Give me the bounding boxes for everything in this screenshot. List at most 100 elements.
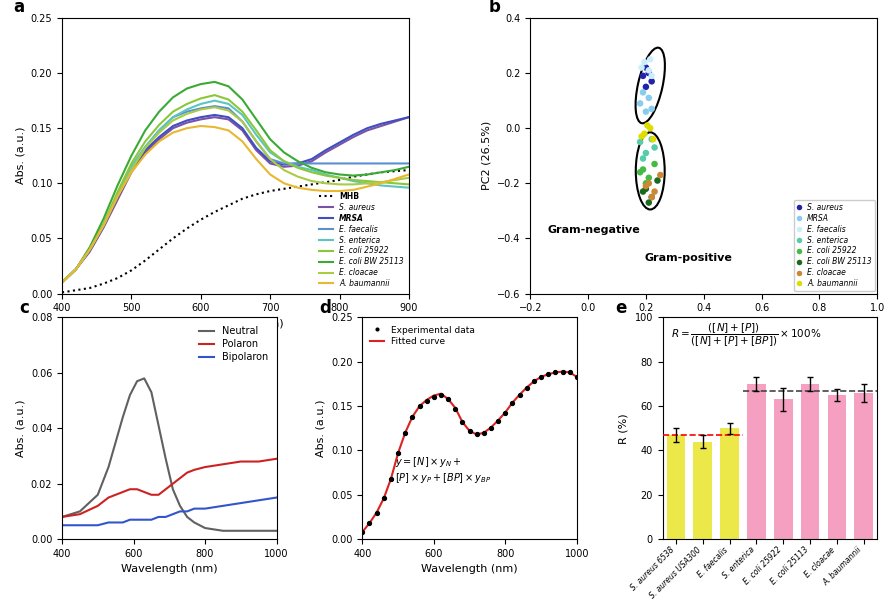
Experimental data — [471, 431, 482, 438]
Text: $R = \dfrac{([N]+[P])}{([N]+[P]+[BP])} \times 100\%$: $R = \dfrac{([N]+[P])}{([N]+[P]+[BP])} \… — [672, 322, 821, 349]
X-axis label: PC1 (29.5%): PC1 (29.5%) — [669, 319, 738, 329]
Point — [637, 129, 651, 138]
Experimental data — [543, 371, 554, 378]
Point — [643, 55, 657, 64]
Fitted curve — [507, 399, 517, 406]
Fitted curve — [564, 369, 575, 376]
Fitted curve — [464, 427, 475, 434]
Point — [636, 187, 650, 196]
Point — [636, 87, 650, 97]
Experimental data — [564, 369, 575, 376]
Point — [641, 93, 656, 102]
Fitted curve — [536, 373, 547, 380]
Point — [639, 184, 653, 193]
X-axis label: Wavelength (nm): Wavelength (nm) — [187, 319, 284, 329]
Fitted curve — [543, 371, 554, 378]
Y-axis label: Abs. (a.u.): Abs. (a.u.) — [315, 400, 325, 457]
Point — [639, 107, 653, 116]
Experimental data — [457, 419, 468, 426]
Experimental data — [436, 391, 447, 398]
Point — [641, 65, 656, 75]
Experimental data — [429, 394, 439, 401]
Experimental data — [392, 449, 403, 456]
X-axis label: Wavelength (nm): Wavelength (nm) — [421, 564, 518, 574]
Experimental data — [493, 418, 503, 425]
Fitted curve — [357, 528, 368, 536]
Experimental data — [407, 413, 417, 420]
Text: c: c — [19, 299, 29, 317]
Point — [636, 154, 650, 164]
Point — [637, 58, 651, 67]
Fitted curve — [557, 368, 568, 375]
Fitted curve — [471, 431, 482, 438]
Experimental data — [415, 403, 425, 410]
Bar — [828, 395, 846, 539]
Legend: Neutral, Polaron, Bipolaron: Neutral, Polaron, Bipolaron — [195, 322, 272, 366]
Point — [641, 173, 656, 183]
Experimental data — [557, 368, 568, 375]
Fitted curve — [478, 429, 489, 436]
Point — [636, 71, 650, 81]
Experimental data — [371, 509, 382, 516]
Experimental data — [529, 378, 540, 385]
Legend: S. aureus, MRSA, E. faecalis, S. enterica, E. coli 25922, E. coli BW 25113, E. c: S. aureus, MRSA, E. faecalis, S. enteric… — [794, 199, 874, 291]
Fitted curve — [364, 519, 375, 527]
Fitted curve — [422, 397, 432, 404]
Point — [641, 198, 656, 207]
Experimental data — [464, 427, 475, 434]
Point — [645, 104, 659, 114]
Fitted curve — [493, 417, 503, 424]
Fitted curve — [400, 429, 410, 436]
Experimental data — [385, 475, 396, 482]
Fitted curve — [550, 369, 561, 376]
Experimental data — [500, 410, 510, 417]
Legend: MHB, S. aureus, MRSA, E. faecalis, S. enterica, E. coli 25922, E. coli BW 25113,: MHB, S. aureus, MRSA, E. faecalis, S. en… — [316, 189, 407, 291]
Experimental data — [400, 429, 410, 436]
Point — [639, 82, 653, 92]
Experimental data — [478, 429, 489, 436]
Fitted curve — [529, 378, 540, 385]
Bar — [720, 428, 739, 539]
Point — [641, 120, 655, 130]
Point — [639, 181, 653, 191]
Experimental data — [450, 405, 461, 412]
Experimental data — [378, 495, 389, 502]
Text: Gram-positive: Gram-positive — [645, 253, 733, 263]
Experimental data — [364, 519, 375, 527]
Fitted curve — [522, 384, 532, 391]
Y-axis label: PC2 (26.5%): PC2 (26.5%) — [481, 121, 492, 190]
Fitted curve — [443, 395, 454, 403]
Fitted curve — [415, 403, 425, 410]
Legend: Experimental data, Fitted curve: Experimental data, Fitted curve — [367, 322, 478, 350]
Bar — [694, 441, 712, 539]
Experimental data — [443, 395, 454, 403]
Y-axis label: R (%): R (%) — [619, 413, 629, 444]
Experimental data — [507, 400, 517, 407]
Text: b: b — [489, 0, 501, 16]
Fitted curve — [457, 419, 468, 426]
Bar — [747, 384, 766, 539]
Fitted curve — [450, 404, 461, 412]
Text: Gram-negative: Gram-negative — [548, 225, 641, 235]
Point — [648, 143, 662, 152]
Experimental data — [550, 369, 561, 376]
Fitted curve — [436, 390, 447, 397]
Point — [641, 68, 656, 78]
Bar — [773, 400, 793, 539]
Text: d: d — [320, 299, 331, 317]
Point — [643, 123, 657, 133]
Point — [636, 165, 650, 174]
Point — [634, 63, 649, 72]
Fitted curve — [500, 409, 510, 416]
X-axis label: Wavelength (nm): Wavelength (nm) — [121, 564, 218, 574]
Fitted curve — [378, 495, 389, 502]
Line: Fitted curve: Fitted curve — [362, 371, 577, 532]
Point — [646, 134, 660, 144]
Fitted curve — [392, 449, 403, 456]
Point — [633, 99, 647, 108]
Text: $y = [N] \times y_N +$
$[P] \times y_P + [BP] \times y_{BP}$: $y = [N] \times y_N +$ $[P] \times y_P +… — [394, 455, 491, 485]
Point — [645, 71, 659, 81]
Experimental data — [357, 528, 368, 536]
Bar — [854, 393, 873, 539]
Bar — [666, 435, 686, 539]
